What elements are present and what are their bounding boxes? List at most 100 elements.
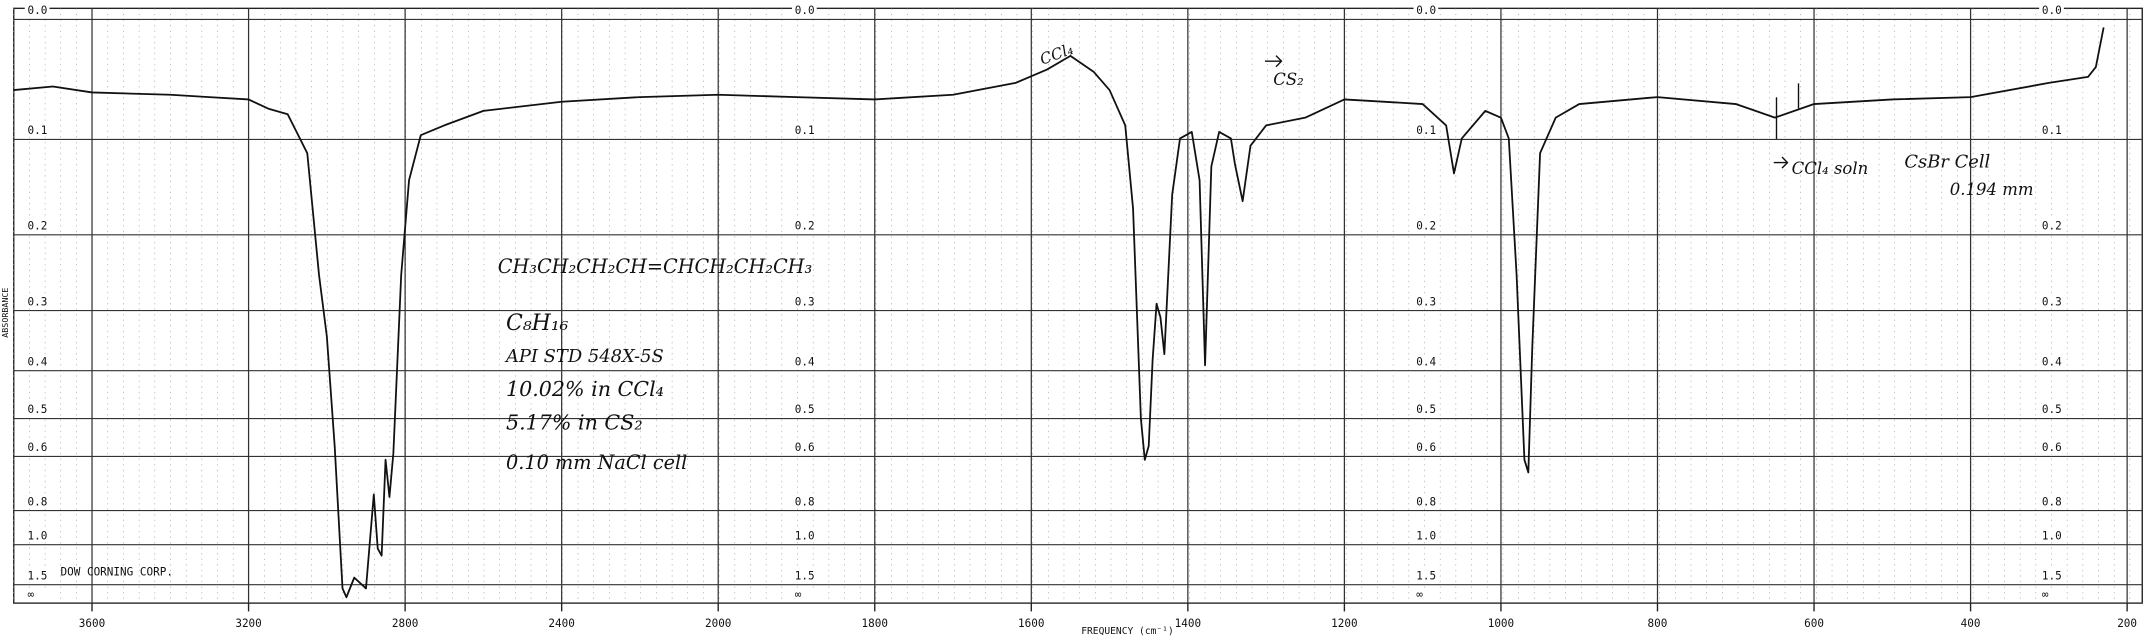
tick-label-bg [792, 4, 817, 17]
y-tick-label: 0.1 [1416, 124, 1436, 137]
tick-label-bg [1413, 441, 1439, 454]
tick-label-bg [792, 295, 817, 308]
x-tick-label: 600 [1804, 617, 1824, 630]
y-tick-label: 0.0 [795, 4, 815, 17]
tick-label-bg [24, 355, 50, 368]
y-tick-label: 0.2 [795, 219, 815, 232]
annotation: DOW CORNING CORP. [61, 565, 173, 578]
y-tick-label: 0.2 [28, 219, 48, 232]
y-tick-label: 0.1 [28, 124, 48, 137]
y-tick-label: ∞ [1416, 588, 1423, 601]
tick-label-bg [2039, 529, 2064, 542]
y-tick-label: 0.8 [795, 495, 815, 508]
y-tick-label: 0.3 [2042, 295, 2062, 308]
x-tick-label: 200 [2117, 617, 2137, 630]
annotation: CS₂ [1273, 70, 1304, 89]
x-tick-label: 3600 [79, 617, 105, 630]
tick-label-bg [24, 441, 50, 454]
y-tick-label: 0.5 [2042, 403, 2062, 416]
tick-label-bg [1413, 4, 1439, 17]
y-tick-label: 0.4 [1416, 355, 1436, 368]
tick-label-bg [2039, 587, 2064, 601]
y-tick-label: 0.3 [28, 295, 48, 308]
arrow [1773, 156, 1789, 169]
y-tick-label: 0.3 [1416, 295, 1436, 308]
x-tick-label: 800 [1648, 617, 1668, 630]
x-tick-label: 2400 [548, 617, 574, 630]
y-tick-label: 1.5 [1416, 569, 1436, 582]
tick-label-bg [24, 529, 50, 542]
tick-label-bg [792, 495, 817, 508]
tick-label-bg [1413, 219, 1439, 233]
tick-label-bg [24, 569, 50, 582]
x-tick-label: 2800 [392, 617, 418, 630]
tick-label-bg [2039, 219, 2064, 233]
y-tick-label: 1.5 [28, 569, 48, 582]
y-tick-label: 1.0 [2042, 529, 2062, 542]
tick-label-bg [792, 441, 817, 454]
tick-label-bg [2039, 495, 2064, 508]
y-tick-label: 0.2 [2042, 219, 2062, 232]
tick-label-bg [24, 4, 50, 17]
y-tick-label: 1.0 [795, 529, 815, 542]
annotation: 5.17% in CS₂ [506, 410, 643, 434]
tick-label-bg [792, 587, 817, 601]
y-tick-label: 0.0 [1416, 4, 1436, 17]
annotation: CCl₄ soln [1792, 159, 1869, 178]
tick-label-bg [2039, 124, 2064, 137]
y-tick-label: 0.2 [1416, 219, 1436, 232]
tick-label-bg [24, 587, 50, 601]
y-tick-label: 1.0 [28, 529, 48, 542]
tick-label-bg [792, 403, 817, 416]
x-tick-label: 1200 [1331, 617, 1357, 630]
tick-label-bg [1413, 529, 1439, 542]
tick-label-bg [792, 569, 817, 582]
tick-label-bg [1413, 495, 1439, 508]
y-tick-label: 1.5 [795, 569, 815, 582]
tick-label-bg [24, 219, 50, 233]
spectrum-line [13, 27, 2105, 599]
y-tick-label: 0.8 [28, 495, 48, 508]
tick-label-bg [792, 124, 817, 137]
annotation: 0.10 mm NaCl cell [506, 451, 687, 474]
x-tick-label: 400 [1961, 617, 1981, 630]
annotation: 0.194 mm [1950, 180, 2034, 199]
y-tick-label: 0.5 [795, 403, 815, 416]
x-tick-label: 1800 [862, 617, 888, 630]
x-tick-label: 3200 [235, 617, 261, 630]
y-tick-label: 0.4 [795, 355, 815, 368]
annotation: CsBr Cell [1904, 152, 1990, 173]
y-tick-label: 0.0 [28, 4, 48, 17]
y-tick-label: 0.5 [1416, 403, 1436, 416]
x-tick-label: 2000 [705, 617, 731, 630]
tick-label-bg [24, 295, 50, 308]
tick-label-bg [2039, 4, 2064, 17]
tick-label-bg [1413, 295, 1439, 308]
x-tick-label: 1600 [1018, 617, 1044, 630]
y-tick-label: 0.1 [795, 124, 815, 137]
y-tick-label: ∞ [28, 588, 35, 601]
annotation: CH₃CH₂CH₂CH=CHCH₂CH₂CH₃ [498, 255, 812, 278]
tick-label-bg [2039, 441, 2064, 454]
annotation: 10.02% in CCl₄ [506, 377, 664, 401]
y-tick-label: ∞ [2042, 588, 2049, 601]
x-tick-label: 1400 [1175, 617, 1201, 630]
y-tick-label: 0.6 [1416, 441, 1436, 454]
tick-label-bg [24, 124, 50, 137]
note-box [488, 236, 761, 487]
y-tick-label: ∞ [795, 588, 802, 601]
y-tick-label: 0.4 [2042, 355, 2062, 368]
y-tick-label: 0.6 [28, 441, 48, 454]
tick-label-bg [1413, 124, 1439, 137]
annotation: API STD 548X-5S [504, 346, 664, 367]
tick-label-bg [1413, 587, 1439, 601]
annotation: C₈H₁₆ [506, 310, 569, 336]
x-tick-label: 1000 [1488, 617, 1514, 630]
y-tick-label: 0.1 [2042, 124, 2062, 137]
tick-label-bg [2039, 295, 2064, 308]
tick-label-bg [1413, 569, 1439, 582]
tick-label-bg [1413, 355, 1439, 368]
